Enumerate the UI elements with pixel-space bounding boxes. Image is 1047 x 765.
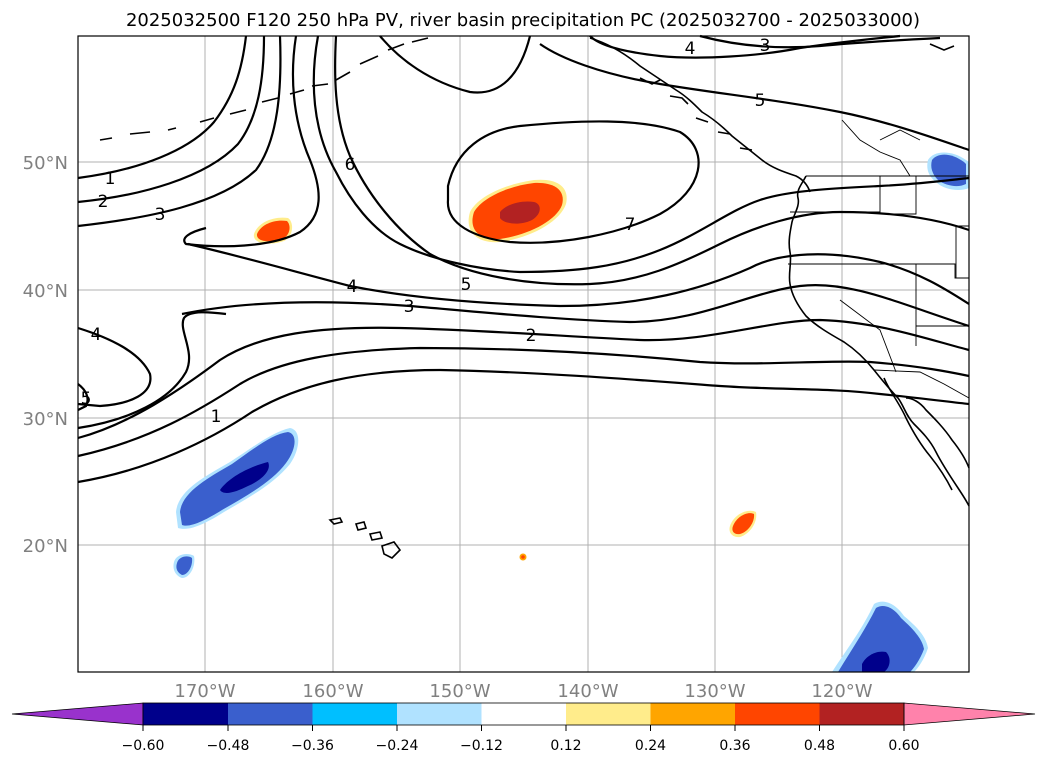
colorbar-segment — [735, 703, 820, 725]
colorbar-segment — [481, 703, 566, 725]
coastline-baja — [883, 377, 970, 491]
colorbar-tick-label: 0.60 — [888, 738, 919, 754]
figure-title: 2025032500 F120 250 hPa PV, river basin … — [126, 10, 920, 31]
precip-positive-center-core — [500, 201, 540, 224]
precip-negative-west-core — [220, 462, 269, 493]
contour-1-north — [77, 35, 248, 180]
coastline-aleutians — [99, 37, 429, 141]
precip-negative-se-mid — [838, 606, 924, 672]
contour-5-north-east — [539, 43, 970, 152]
contour-5 — [333, 35, 970, 286]
lat-label-20n: 20°N — [23, 536, 68, 557]
contour-label: 3 — [760, 36, 771, 56]
colorbar-segment — [650, 703, 735, 725]
contour-3-north — [77, 35, 282, 228]
border-canada-provinces — [841, 119, 921, 177]
coastline-alaska-islands — [639, 43, 955, 151]
lon-label-150w: 150°W — [429, 681, 490, 702]
contour-4-mid — [187, 242, 970, 308]
contour-label: 3 — [404, 297, 415, 317]
colorbar-tick-label: −0.24 — [376, 738, 419, 754]
lon-label-140w: 140°W — [557, 681, 618, 702]
contour-label: 1 — [105, 169, 116, 189]
colorbar-segment — [397, 703, 482, 725]
contour-4-far-west — [77, 326, 152, 408]
lat-label-40n: 40°N — [23, 281, 68, 302]
colorbar-tick-label: 0.24 — [635, 738, 666, 754]
contour-label: 4 — [91, 325, 102, 345]
colorbar-frame — [142, 702, 905, 726]
contour-label: 1 — [211, 407, 222, 427]
contour-label: 7 — [625, 215, 636, 235]
precip-negative-se-core — [862, 651, 890, 672]
colorbar-segment — [228, 703, 313, 725]
lat-label-50n: 50°N — [23, 153, 68, 174]
colorbar-tick-label: −0.12 — [460, 738, 503, 754]
colorbar-tick-label: −0.36 — [291, 738, 334, 754]
precip-regions — [173, 152, 969, 672]
precip-positive-west-mid — [256, 220, 290, 242]
lon-labels: 170°W 160°W 150°W 140°W 130°W 120°W — [174, 681, 872, 702]
lon-label-130w: 130°W — [684, 681, 745, 702]
lat-label-30n: 30°N — [23, 409, 68, 430]
map-frame — [77, 35, 970, 673]
colorbar-tick-labels: −0.60 −0.48 −0.36 −0.24 −0.12 0.12 0.24 … — [122, 738, 920, 754]
contour-label: 5 — [461, 275, 472, 295]
contour-7 — [446, 120, 700, 244]
colorbar-tick-label: −0.60 — [122, 738, 165, 754]
lat-labels: 50°N 40°N 30°N 20°N — [23, 153, 68, 557]
colorbar-tick-label: 0.12 — [550, 738, 581, 754]
map-area — [78, 36, 969, 672]
colorbar-tick-label: 0.36 — [719, 738, 750, 754]
contour-labels: 1 2 3 6 4 5 4 3 2 1 7 4 3 5 5 — [81, 36, 771, 427]
contour-6-north — [379, 35, 532, 94]
colorbar-segment — [566, 703, 651, 725]
contour-5-far-west — [77, 383, 89, 411]
border-us-mexico — [873, 369, 970, 399]
colorbar-segment — [312, 703, 397, 725]
contour-label: 5 — [81, 389, 92, 409]
precip-positive-east-mid — [732, 513, 755, 535]
precip-negative-small-mid — [176, 556, 193, 575]
contour-1-far-south — [77, 368, 970, 484]
colorbar-arrow-low — [11, 702, 144, 726]
lon-label-160w: 160°W — [302, 681, 363, 702]
lon-label-120w: 120°W — [811, 681, 872, 702]
contour-6 — [312, 35, 970, 274]
colorbar-ticks — [142, 725, 905, 731]
contour-4-west — [183, 35, 320, 248]
contour-3-north-east — [699, 34, 941, 49]
contour-label: 2 — [98, 192, 109, 212]
contour-4-north-east — [589, 34, 901, 59]
contour-label: 5 — [755, 91, 766, 111]
coastline-hawaii — [328, 517, 402, 559]
colorbar-segment — [143, 703, 228, 725]
contour-label: 2 — [526, 326, 537, 346]
lon-label-170w: 170°W — [174, 681, 235, 702]
coastline-alaska — [589, 37, 811, 193]
coastline-us-west — [788, 175, 970, 507]
colorbar-tick-label: 0.48 — [804, 738, 835, 754]
contour-label: 3 — [155, 205, 166, 225]
colorbar-segment — [819, 703, 904, 725]
contour-2-south — [77, 346, 970, 458]
colorbar-arrow-high — [903, 702, 1036, 726]
colorbar: −0.60 −0.48 −0.36 −0.24 −0.12 0.12 0.24 … — [11, 702, 1036, 754]
contour-3-mid — [181, 284, 970, 328]
contour-label: 4 — [685, 39, 696, 59]
contour-2-mid — [77, 318, 970, 440]
colorbar-tick-label: −0.48 — [207, 738, 250, 754]
precip-positive-dot-core — [521, 555, 525, 559]
contour-2-north — [77, 35, 266, 204]
pv-contours — [77, 34, 970, 484]
contour-1-south — [77, 311, 227, 430]
contour-label: 6 — [345, 155, 356, 175]
contour-label: 4 — [347, 277, 358, 297]
